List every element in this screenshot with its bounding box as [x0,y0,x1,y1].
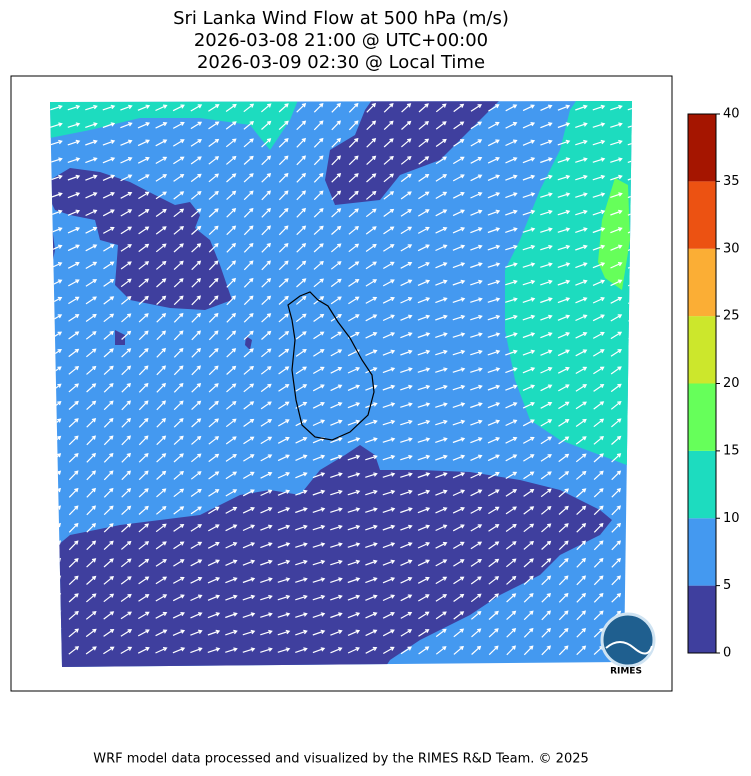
colorbar-segment [688,518,716,586]
sri-lanka-coastline [287,291,375,441]
colorbar-segment [688,248,716,317]
colorbar-tick-label: 10 [723,511,740,526]
colorbar-tick-label: 15 [723,443,740,458]
wind-arrows [50,102,632,656]
title-line: 2026-03-09 02:30 @ Local Time [197,52,485,73]
colorbar-segment [688,181,716,249]
wind-field [50,101,632,667]
colorbar-tick-label: 30 [723,241,740,256]
footer: WRF model data processed and visualized … [93,752,589,767]
logo-text: RIMES [610,667,642,677]
colorbar-segment [688,114,716,182]
speed-region [598,178,630,290]
speed-region [325,101,500,205]
speed-region [50,445,612,667]
title-line: Sri Lanka Wind Flow at 500 hPa (m/s) [173,8,509,29]
colorbar-segment [688,383,716,451]
logo-wave [605,641,653,655]
title-line: 2026-03-08 21:00 @ UTC+00:00 [194,30,488,51]
colorbar-tick-label: 40 [723,107,740,122]
colorbar: 0 5 10 15 20 25 30 35 40 [687,107,740,661]
colorbar-tick-label: 20 [723,376,740,391]
arrow-set [50,102,632,656]
colorbar-tick-label: 0 [723,646,731,661]
map-frame [10,75,673,692]
speed-region [50,168,232,310]
colorbar-tick-label: 35 [723,174,740,189]
colorbar-segment [688,450,716,519]
colorbar-segment [688,316,716,384]
logo-emblem [600,612,656,668]
colorbar-tick-label: 5 [723,578,731,593]
logo: RIMES [600,612,656,677]
colorbar-tick-label: 25 [723,309,740,324]
colorbar-segment [688,585,716,653]
speed-region [505,101,632,470]
